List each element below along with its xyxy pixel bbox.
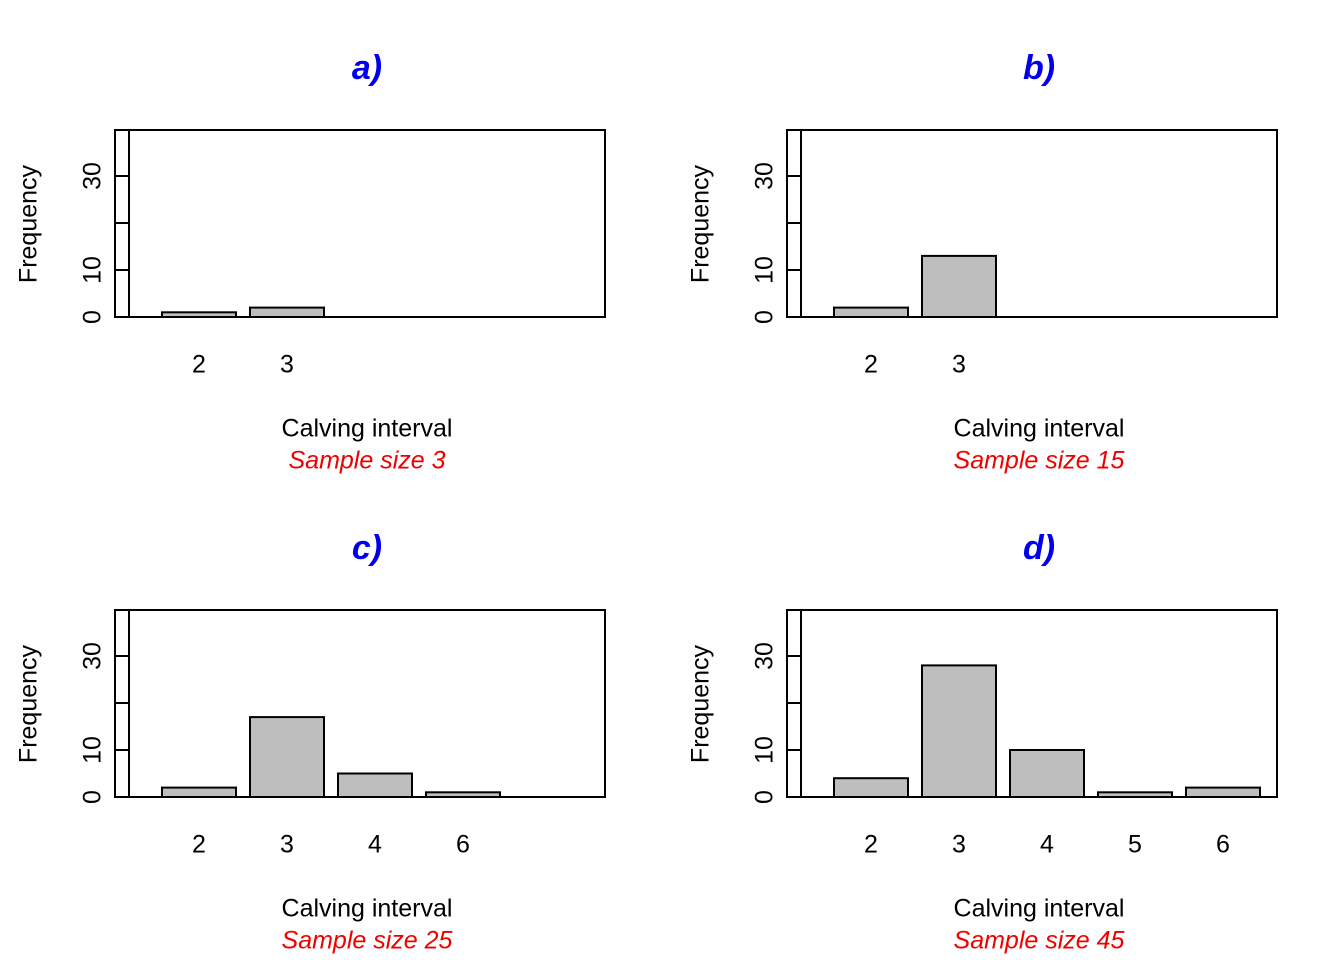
panel-title: a) <box>352 49 382 87</box>
x-tick-label: 2 <box>864 351 878 379</box>
plot-frame <box>786 129 1278 318</box>
bar-5 <box>1097 791 1173 798</box>
y-tick-label: 10 <box>79 736 107 764</box>
x-tick-label: 4 <box>368 831 382 859</box>
sample-size-label: Sample size 15 <box>954 447 1125 475</box>
y-tick-label: 30 <box>79 162 107 190</box>
sample-size-label: Sample size 45 <box>954 927 1125 955</box>
x-tick-label: 3 <box>280 351 294 379</box>
panel-c: c) 0 10 30 Frequency 2 3 4 6 Calving interval Samp… <box>15 529 606 955</box>
bar-2 <box>161 311 237 318</box>
y-tick-label: 10 <box>79 256 107 284</box>
sample-size-label: Sample size 3 <box>288 447 445 475</box>
x-axis-label: Calving interval <box>954 895 1125 923</box>
plot-frame <box>114 609 606 798</box>
y-tick-label: 0 <box>751 310 779 324</box>
x-tick-label: 3 <box>952 831 966 859</box>
bar-2 <box>833 306 909 319</box>
bar-2 <box>833 777 909 799</box>
panel-b: b) 0 10 30 Frequency 2 3 Calving interval Sample… <box>687 49 1278 475</box>
x-tick-label: 5 <box>1128 831 1142 859</box>
y-tick-label: 30 <box>751 642 779 670</box>
bar-3 <box>249 716 325 799</box>
panel-title: c) <box>352 529 382 567</box>
panel-title: d) <box>1023 529 1055 567</box>
y-tick-label: 0 <box>751 790 779 804</box>
bar-2 <box>161 786 237 799</box>
x-tick-label: 6 <box>456 831 470 859</box>
y-tick-label: 30 <box>751 162 779 190</box>
x-tick-label: 2 <box>192 831 206 859</box>
sample-size-label: Sample size 25 <box>282 927 453 955</box>
x-tick-label: 6 <box>1216 831 1230 859</box>
y-axis-label: Frequency <box>687 644 715 763</box>
bar-6 <box>1185 786 1261 799</box>
y-tick-label: 0 <box>79 310 107 324</box>
x-tick-label: 3 <box>952 351 966 379</box>
panel-title: b) <box>1023 49 1055 87</box>
y-axis-label: Frequency <box>15 164 43 283</box>
bar-4 <box>1009 749 1085 798</box>
bar-3 <box>921 254 997 318</box>
x-axis-label: Calving interval <box>282 895 453 923</box>
y-axis-label: Frequency <box>687 164 715 283</box>
x-tick-label: 2 <box>192 351 206 379</box>
panel-d: d) 0 10 30 Frequency 2 3 4 5 6 Calving interval Sam… <box>687 529 1278 955</box>
plot-frame <box>114 129 606 318</box>
y-tick-label: 10 <box>751 256 779 284</box>
x-tick-label: 4 <box>1040 831 1054 859</box>
y-tick-label: 10 <box>751 736 779 764</box>
y-tick-label: 0 <box>79 790 107 804</box>
bar-3 <box>921 664 997 798</box>
x-tick-label: 2 <box>864 831 878 859</box>
panel-a: a) 0 10 30 Frequency 2 3 Calving interval Sample… <box>15 49 606 475</box>
bar-6 <box>425 791 501 798</box>
bar-4 <box>337 772 413 798</box>
x-axis-label: Calving interval <box>282 415 453 443</box>
y-axis-label: Frequency <box>15 644 43 763</box>
y-tick-label: 30 <box>79 642 107 670</box>
x-tick-label: 3 <box>280 831 294 859</box>
bar-3 <box>249 306 325 319</box>
x-axis-label: Calving interval <box>954 415 1125 443</box>
